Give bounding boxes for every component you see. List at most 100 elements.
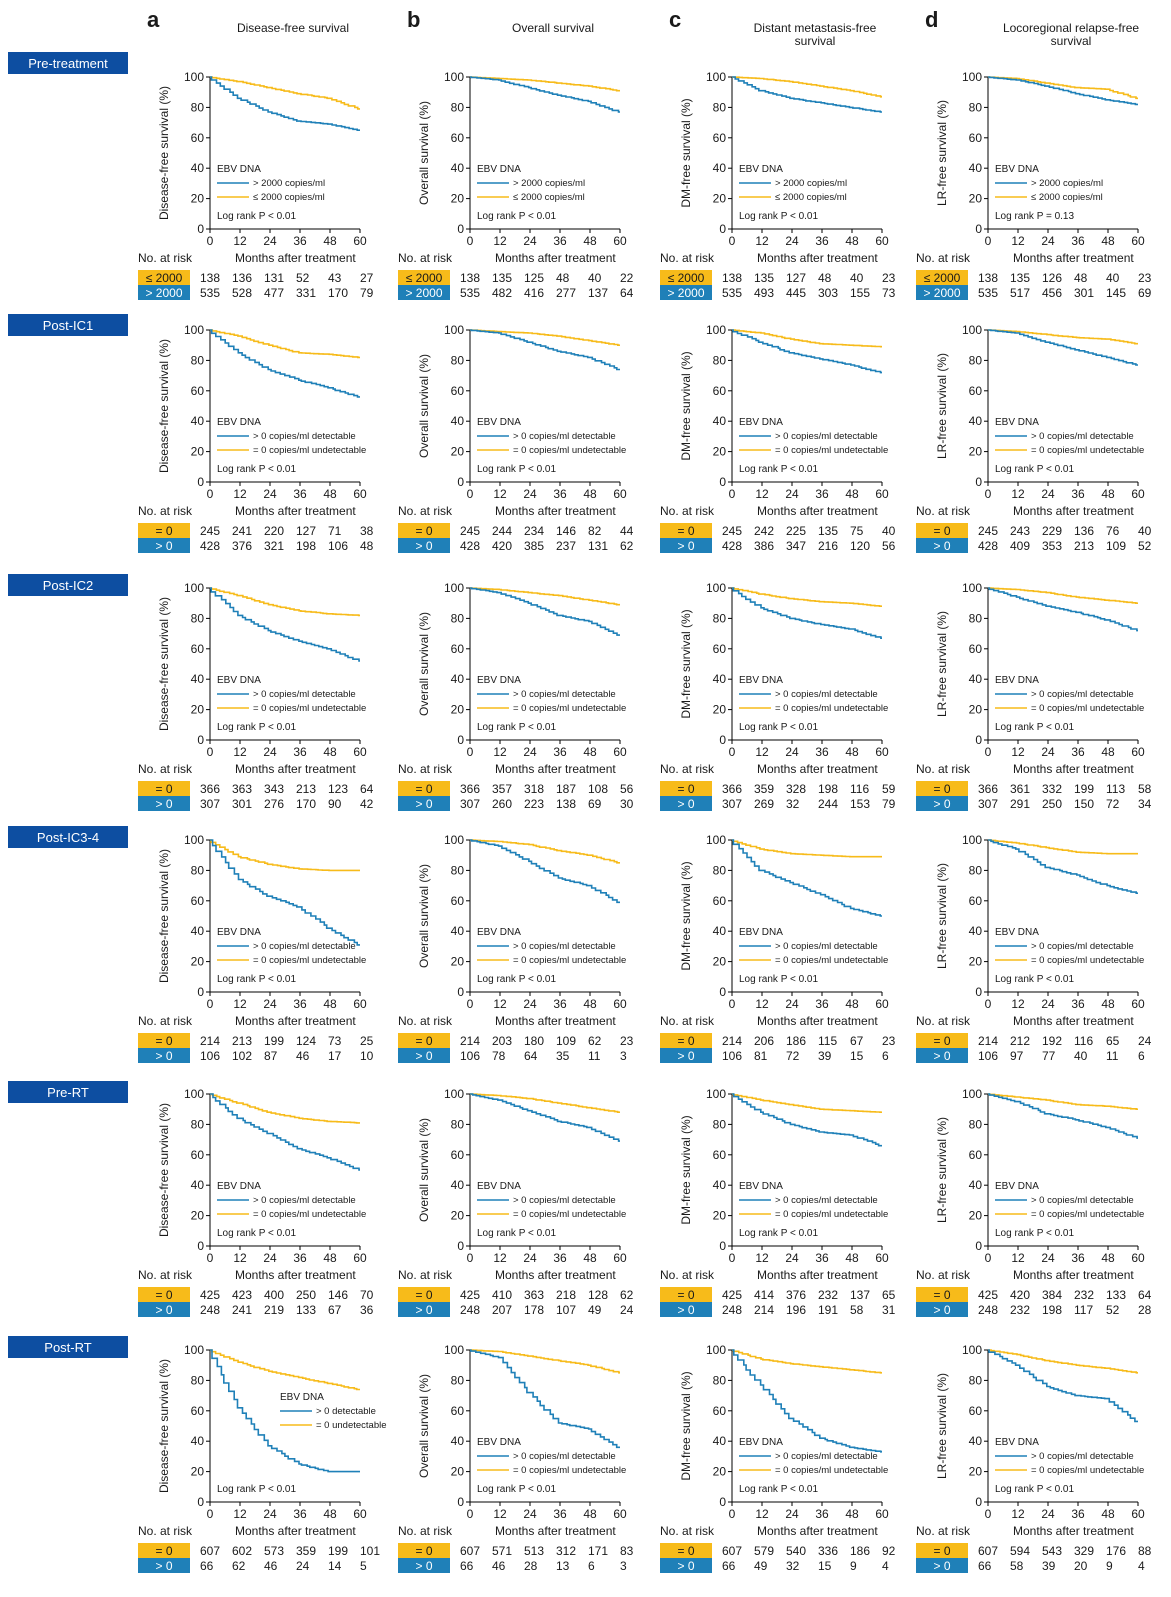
risk-header: No. at risk xyxy=(138,504,193,518)
row-label: Pre-RT xyxy=(8,1081,128,1103)
risk-count-high: 48 xyxy=(360,539,374,553)
risk-count-low: 357 xyxy=(492,782,512,796)
x-tick-label: 48 xyxy=(845,487,859,501)
risk-count-low: 214 xyxy=(460,1034,480,1048)
risk-badge-low xyxy=(660,270,712,285)
risk-badge-low xyxy=(138,1287,190,1302)
risk-count-high: 120 xyxy=(850,539,870,553)
risk-badge-low-label: = 0 xyxy=(415,524,432,538)
risk-badge-low xyxy=(398,523,450,538)
km-panel: 0 20 40 60 80 100 0 12 24 36 48 60 DM-free survival … xyxy=(660,323,896,553)
x-tick-label: 12 xyxy=(233,234,247,248)
row-label: Post-IC1 xyxy=(8,314,128,336)
risk-count-high: 4 xyxy=(1138,1559,1145,1573)
y-tick-label: 60 xyxy=(713,384,727,398)
risk-count-low: 199 xyxy=(328,1544,348,1558)
y-tick-label: 80 xyxy=(713,1373,727,1387)
risk-count-high: 46 xyxy=(264,1559,278,1573)
risk-count-low: 245 xyxy=(722,524,742,538)
risk-badge-low xyxy=(138,523,190,538)
legend-label-detectable: > 0 copies/ml detectable xyxy=(1031,1195,1134,1206)
x-tick-label: 48 xyxy=(583,234,597,248)
row-label-box xyxy=(8,826,128,848)
risk-count-low: 138 xyxy=(722,271,742,285)
x-tick-label: 24 xyxy=(263,487,277,501)
risk-header: No. at risk xyxy=(916,251,971,265)
km-panel: 0 20 40 60 80 100 0 12 24 36 48 60 Disease-free surv… xyxy=(138,581,374,811)
risk-badge-high xyxy=(916,1302,968,1317)
km-curve-undetectable xyxy=(210,839,360,872)
y-tick-label: 60 xyxy=(713,1148,727,1162)
y-tick-label: 100 xyxy=(706,323,726,337)
risk-count-low: 127 xyxy=(296,524,316,538)
risk-count-low: 366 xyxy=(460,782,480,796)
risk-count-low: 571 xyxy=(492,1544,512,1558)
y-tick-label: 60 xyxy=(451,1404,465,1418)
y-axis-label: DM-free survival (%) xyxy=(679,861,693,970)
x-tick-label: 12 xyxy=(493,1251,507,1265)
x-tick-label: 0 xyxy=(985,1507,992,1521)
risk-count-low: 126 xyxy=(1042,271,1062,285)
risk-count-high: 269 xyxy=(754,797,774,811)
risk-count-low: 214 xyxy=(978,1034,998,1048)
y-tick-label: 100 xyxy=(706,1343,726,1357)
risk-count-high: 307 xyxy=(460,797,480,811)
legend-label-detectable: > 0 copies/ml detectable xyxy=(253,689,356,700)
y-tick-label: 40 xyxy=(451,414,465,428)
risk-count-low: 23 xyxy=(882,271,896,285)
logrank-pvalue: Log rank P < 0.01 xyxy=(739,211,818,222)
x-tick-label: 60 xyxy=(1131,487,1145,501)
x-tick-label: 48 xyxy=(1101,1251,1115,1265)
x-tick-label: 12 xyxy=(493,487,507,501)
km-curve-detectable xyxy=(470,1349,620,1449)
legend-label-undetectable: = 0 copies/ml undetectable xyxy=(775,1209,888,1220)
risk-count-high: 307 xyxy=(200,797,220,811)
legend-label-detectable: > 2000 copies/ml xyxy=(513,178,585,189)
row-label-box xyxy=(8,314,128,336)
risk-count-low: 180 xyxy=(524,1034,544,1048)
y-axis-label: DM-free survival (%) xyxy=(679,98,693,207)
risk-count-high: 72 xyxy=(786,1049,800,1063)
x-tick-label: 24 xyxy=(1041,997,1055,1011)
km-panel: 0 20 40 60 80 100 0 12 24 36 48 60 Disease-free surv… xyxy=(138,70,374,300)
y-tick-label: 60 xyxy=(191,1404,205,1418)
risk-badge-high-label: > 0 xyxy=(677,539,694,553)
row-label: Post-RT xyxy=(8,1336,128,1358)
risk-count-high: 445 xyxy=(786,286,806,300)
risk-count-low: 573 xyxy=(264,1544,284,1558)
risk-count-high: 69 xyxy=(588,797,602,811)
risk-count-low: 425 xyxy=(460,1288,480,1302)
legend-label-detectable: > 0 copies/ml detectable xyxy=(775,689,878,700)
risk-xlabel: Months after treatment xyxy=(235,1268,356,1282)
logrank-pvalue: Log rank P < 0.01 xyxy=(477,464,556,475)
y-tick-label: 80 xyxy=(191,100,205,114)
risk-count-high: 150 xyxy=(1074,797,1094,811)
panel-letter: b xyxy=(407,7,420,32)
risk-badge-high xyxy=(398,285,450,300)
risk-count-low: 425 xyxy=(978,1288,998,1302)
risk-count-high: 79 xyxy=(882,797,896,811)
risk-count-low: 187 xyxy=(556,782,576,796)
y-tick-label: 20 xyxy=(713,1209,727,1223)
risk-count-high: 214 xyxy=(754,1303,774,1317)
risk-count-high: 428 xyxy=(460,539,480,553)
risk-count-high: 102 xyxy=(232,1049,252,1063)
risk-xlabel: Months after treatment xyxy=(1013,251,1134,265)
risk-count-high: 52 xyxy=(1106,1303,1120,1317)
legend-label-detectable: > 0 copies/ml detectable xyxy=(253,941,356,952)
risk-count-high: 535 xyxy=(200,286,220,300)
risk-count-low: 38 xyxy=(360,524,374,538)
risk-badge-high-label: > 0 xyxy=(415,797,432,811)
risk-count-low: 135 xyxy=(492,271,512,285)
risk-count-low: 64 xyxy=(360,782,374,796)
y-tick-label: 80 xyxy=(969,1373,983,1387)
risk-count-high: 81 xyxy=(754,1049,768,1063)
risk-count-high: 301 xyxy=(1074,286,1094,300)
y-tick-label: 100 xyxy=(444,581,464,595)
risk-xlabel: Months after treatment xyxy=(1013,762,1134,776)
y-tick-label: 20 xyxy=(451,445,465,459)
y-tick-label: 80 xyxy=(451,1373,465,1387)
risk-count-low: 23 xyxy=(1138,271,1152,285)
y-tick-label: 0 xyxy=(719,733,726,747)
